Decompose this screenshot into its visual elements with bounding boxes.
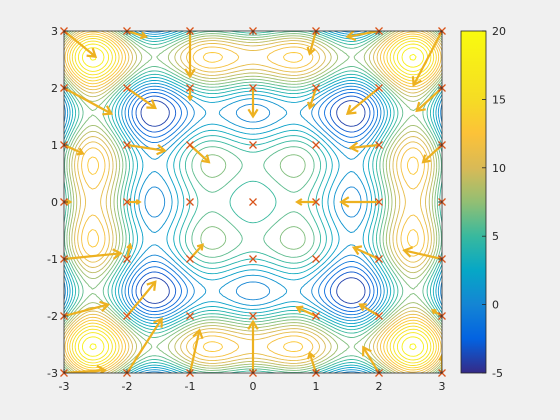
x-tick-label: 0: [250, 380, 257, 393]
quiver-arrow: [126, 317, 163, 373]
grid-marker: [375, 312, 383, 320]
quiver-arrow: [438, 353, 442, 373]
y-tick-label: -3: [47, 367, 58, 380]
grid-marker: [249, 141, 257, 149]
quiver-arrow: [415, 87, 442, 113]
contour-level: [135, 95, 371, 309]
x-tick-label: 1: [313, 380, 320, 393]
quiver-arrow: [247, 88, 259, 119]
grid-marker: [186, 255, 194, 263]
quiver-arrow: [126, 280, 157, 317]
quiver-arrow: [127, 198, 142, 206]
grid-marker: [375, 255, 383, 263]
quiver-arrow: [64, 300, 111, 318]
x-tick-label: -1: [185, 380, 196, 393]
contour-level: [64, 31, 442, 373]
contour-lines: [64, 31, 442, 373]
grid-marker: [312, 84, 320, 92]
colorbar-ticks: -5 0 5 10 15 20: [482, 25, 506, 380]
y-tick-label: 0: [51, 196, 58, 209]
contour-level: [77, 43, 429, 361]
contour-level: [64, 31, 442, 373]
grid-marker: [186, 141, 194, 149]
quiver-arrow: [126, 87, 157, 110]
quiver-arrow: [184, 31, 196, 79]
contour-level: [81, 47, 425, 357]
y-tick-label: 1: [51, 139, 58, 152]
x-tick-label: 3: [439, 380, 446, 393]
quiver-arrow: [307, 351, 318, 373]
quiver-arrow: [125, 242, 133, 260]
quiver-arrow: [188, 328, 204, 373]
contour-level: [131, 92, 375, 312]
quiver-arrow: [306, 31, 318, 56]
quiver-arrow: [186, 88, 194, 102]
quiver-arrow: [402, 246, 442, 261]
colorbar-tick-label: 0: [492, 299, 499, 312]
quiver-arrow: [358, 303, 380, 317]
quiver-arrow: [126, 143, 167, 156]
y-tick-label: 3: [51, 25, 58, 38]
grid-marker: [312, 141, 320, 149]
y-tick-label: -2: [47, 310, 58, 323]
colorbar-tick-label: 10: [492, 162, 506, 175]
grid-marker: [123, 198, 131, 206]
grid-marker: [249, 312, 257, 320]
grid-marker: [123, 255, 131, 263]
colorbar-tick-label: -5: [492, 367, 503, 380]
y-tick-label: -1: [47, 253, 58, 266]
contour-level: [66, 33, 440, 371]
grid-marker: [186, 312, 194, 320]
quiver-arrow: [64, 364, 107, 373]
y-tick-label: 2: [51, 82, 58, 95]
quiver-arrow: [339, 196, 379, 208]
colorbar-tick-label: 5: [492, 230, 499, 243]
grid-marker: [312, 198, 320, 206]
grid-marker: [375, 84, 383, 92]
quiver-arrow: [351, 245, 380, 261]
grid-marker: [312, 255, 320, 263]
grid-marker: [249, 255, 257, 263]
grid-marker: [186, 198, 194, 206]
grid-marker: [375, 141, 383, 149]
quiver-arrow: [348, 141, 380, 153]
quiver-arrow: [295, 305, 317, 318]
quiver-arrow: [362, 345, 380, 373]
grid-marker: [249, 84, 257, 92]
grid-marker: [123, 84, 131, 92]
grid-marker: [249, 198, 257, 206]
colorbar-tick-label: 20: [492, 25, 506, 38]
contour-level: [64, 31, 442, 373]
contour-level: [64, 31, 442, 373]
grid-marker: [312, 312, 320, 320]
quiver-arrow: [126, 31, 148, 40]
x-tick-label: 2: [376, 380, 383, 393]
contour-level: [140, 100, 366, 304]
contour-level: [71, 38, 435, 366]
contour-level: [127, 88, 379, 316]
quiver-arrow: [247, 319, 259, 373]
contour-level: [64, 31, 442, 373]
quiver-arrow: [411, 31, 442, 87]
quiver-arrow: [345, 31, 380, 42]
colorbar: [460, 30, 487, 374]
quiver-arrow: [345, 87, 380, 116]
grid-marker: [123, 312, 131, 320]
contour-level: [69, 35, 437, 369]
quiver-arrow: [64, 248, 123, 261]
quiver-arrow: [295, 198, 316, 206]
grid-marker: [186, 84, 194, 92]
grid-marker: [375, 198, 383, 206]
x-tick-label: -2: [122, 380, 133, 393]
quiver-arrow: [307, 87, 318, 110]
colorbar-tick-label: 15: [492, 93, 506, 106]
x-axis-ticks: -3 -2 -1 0 1 2 3: [59, 31, 446, 393]
y-axis-ticks: -3 -2 -1 0 1 2 3: [47, 25, 442, 380]
grid-marker: [123, 141, 131, 149]
quiver-arrow: [64, 143, 85, 156]
quiver-arrow: [64, 87, 114, 116]
quiver-arrow: [64, 31, 98, 59]
x-tick-label: -3: [59, 380, 70, 393]
